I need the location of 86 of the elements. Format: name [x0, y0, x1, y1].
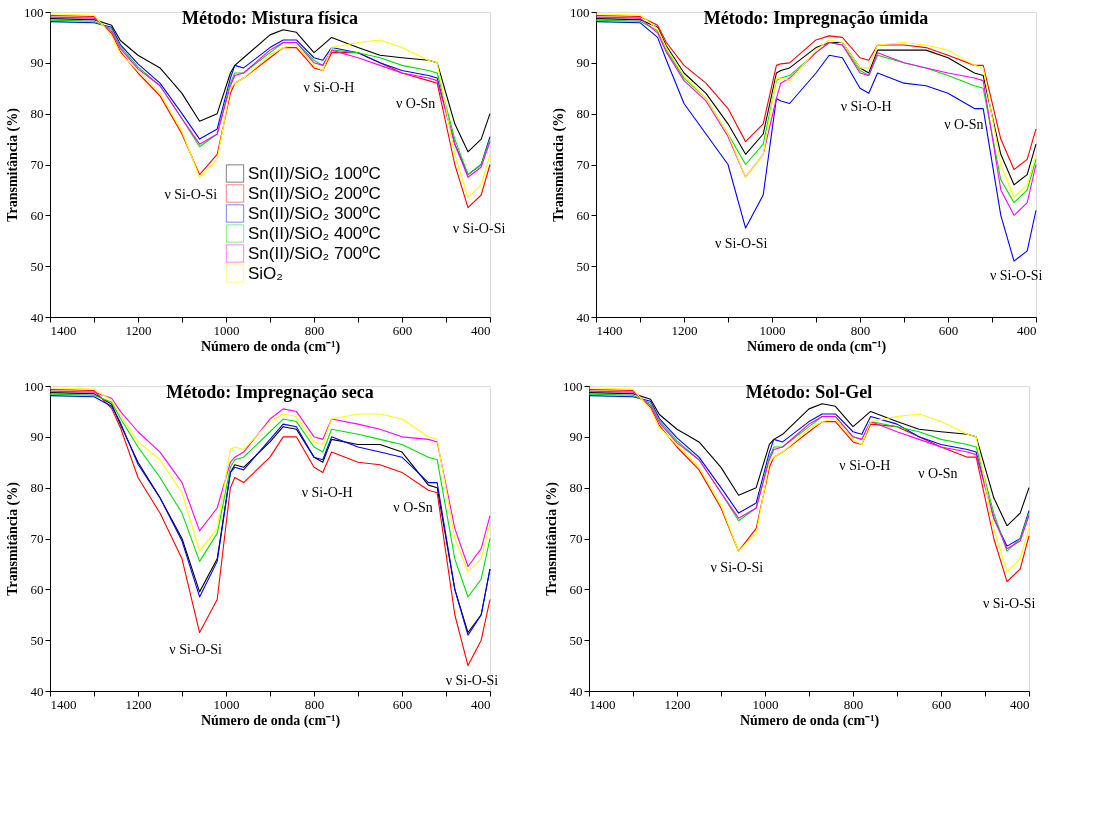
annotation: ν Si-O-Si — [164, 187, 218, 202]
legend-label: Sn(II)/SiO₂ 400ºC — [248, 223, 381, 243]
y-tick-label: 80 — [576, 106, 590, 122]
y-tick-label: 50 — [30, 258, 44, 274]
annotation: ν Si-O-H — [839, 457, 891, 473]
x-tick-label: 800 — [304, 696, 325, 712]
x-tick-label: 400 — [471, 696, 491, 712]
x-tick-label: 600 — [392, 696, 413, 712]
y-tick-label: 60 — [569, 581, 583, 597]
annotation: ν Si-O-H — [303, 80, 355, 96]
y-tick-label: 40 — [576, 309, 590, 325]
y-tick-label: 90 — [576, 55, 590, 71]
y-axis-title: Transmitância (%) — [551, 107, 567, 222]
chart-title: Método: Impregnação úmida — [703, 8, 929, 28]
annotation: ν O-Sn — [944, 116, 984, 132]
x-tick-label: 1400 — [50, 322, 77, 338]
y-tick-label: 40 — [30, 309, 44, 325]
y-tick-label: 70 — [30, 157, 44, 172]
chart-title: Método: Sol-Gel — [745, 382, 873, 402]
y-tick-label: 50 — [30, 632, 44, 648]
x-tick-label: 1400 — [589, 696, 616, 712]
y-tick-label: 100 — [570, 4, 590, 20]
y-tick-label: 90 — [30, 429, 44, 445]
annotation: ν O-Sn — [395, 95, 436, 111]
y-tick-label: 60 — [30, 581, 44, 597]
y-tick-label: 50 — [576, 258, 590, 274]
x-tick-label: 1200 — [125, 696, 152, 712]
x-tick-label: 1000 — [752, 696, 779, 712]
y-tick-label: 70 — [576, 157, 590, 172]
x-tick-label: 400 — [1010, 696, 1030, 712]
x-tick-label: 1200 — [671, 322, 698, 338]
x-axis-title: Número de onda (cm⁻¹) — [739, 712, 880, 729]
chart-title: Método: Mistura física — [182, 8, 358, 28]
y-tick-label: 80 — [569, 480, 583, 496]
chart-title: Método: Impregnação seca — [166, 382, 374, 402]
y-tick-label: 40 — [30, 683, 44, 699]
annotation: ν Si-O-H — [301, 484, 353, 500]
y-tick-label: 60 — [30, 207, 44, 223]
y-tick-label: 80 — [30, 480, 44, 496]
y-tick-label: 70 — [30, 531, 44, 546]
legend-label: Sn(II)/SiO₂ 700ºC — [248, 243, 381, 263]
annotation: ν O-Sn — [393, 500, 433, 515]
annotation: ν Si-O-Si — [982, 596, 1036, 612]
annotation: ν Si-O-Si — [169, 641, 223, 657]
y-axis-title: Transmitância (%) — [5, 107, 21, 222]
annotation: ν O-Sn — [918, 465, 958, 481]
y-tick-label: 50 — [569, 632, 583, 648]
x-tick-label: 1000 — [759, 322, 786, 338]
annotation: ν Si-O-Si — [710, 560, 764, 576]
x-tick-label: 1400 — [50, 696, 77, 712]
legend-label: Sn(II)/SiO₂ 200ºC — [248, 183, 381, 203]
y-tick-label: 90 — [30, 55, 44, 71]
y-axis-title: Transmitância (%) — [5, 481, 21, 596]
x-tick-label: 800 — [850, 322, 871, 338]
x-tick-label: 1200 — [125, 322, 152, 338]
annotation: ν Si-O-Si — [445, 672, 499, 688]
x-tick-label: 800 — [304, 322, 325, 338]
x-tick-label: 1000 — [213, 696, 240, 712]
x-tick-label: 400 — [1017, 322, 1037, 338]
x-tick-label: 600 — [938, 322, 959, 338]
x-tick-label: 600 — [931, 696, 952, 712]
x-axis-title: Número de onda (cm⁻¹) — [746, 338, 887, 355]
legend-label: SiO₂ — [248, 263, 283, 283]
y-tick-label: 100 — [563, 378, 583, 394]
x-axis-title: Número de onda (cm⁻¹) — [200, 712, 341, 729]
legend-label: Sn(II)/SiO₂ 300ºC — [248, 203, 381, 223]
y-tick-label: 90 — [569, 429, 583, 445]
x-tick-label: 1200 — [664, 696, 691, 712]
annotation: ν Si-O-H — [840, 98, 892, 114]
annotation: ν Si-O-Si — [989, 268, 1043, 284]
legend-label: Sn(II)/SiO₂ 100ºC — [248, 163, 381, 183]
y-tick-label: 100 — [24, 4, 44, 20]
x-tick-label: 1000 — [213, 322, 240, 338]
y-tick-label: 40 — [569, 683, 583, 699]
y-tick-label: 70 — [569, 531, 583, 546]
y-tick-label: 80 — [30, 106, 44, 122]
x-axis-title: Número de onda (cm⁻¹) — [200, 338, 341, 355]
annotation: ν Si-O-Si — [452, 220, 506, 236]
x-tick-label: 800 — [843, 696, 864, 712]
x-tick-label: 600 — [392, 322, 413, 338]
annotation: ν Si-O-Si — [714, 235, 768, 251]
x-tick-label: 1400 — [596, 322, 623, 338]
y-tick-label: 60 — [576, 207, 590, 223]
x-tick-label: 400 — [471, 322, 491, 338]
y-axis-title: Transmitância (%) — [544, 481, 560, 596]
y-tick-label: 100 — [24, 378, 44, 394]
